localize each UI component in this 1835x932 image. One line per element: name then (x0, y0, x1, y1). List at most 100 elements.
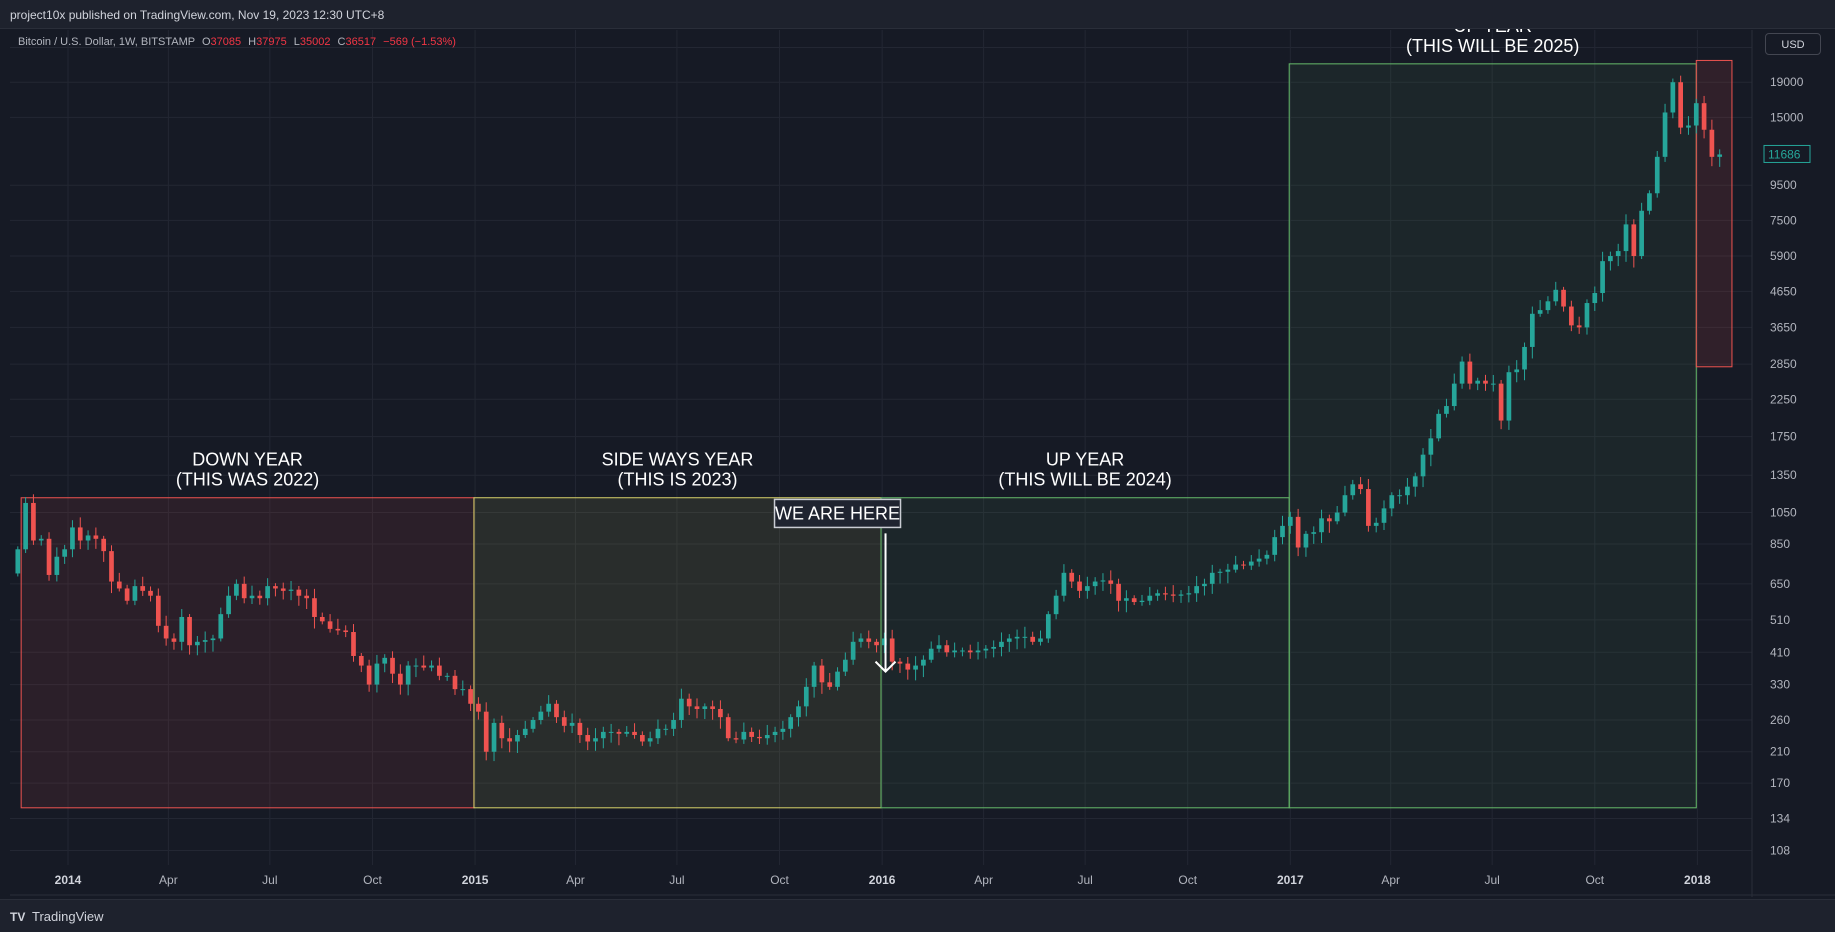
candle-body (1350, 484, 1356, 496)
candle-body (109, 551, 114, 582)
candle-body (921, 659, 926, 666)
publisher-text: project10x published on TradingView.com,… (10, 8, 385, 22)
price-tick-label: 1350 (1770, 468, 1797, 482)
callout-text: WE ARE HERE (775, 503, 900, 523)
candle-body (1397, 495, 1402, 497)
candle-body (62, 549, 67, 557)
candle-body (507, 738, 512, 742)
candle-body (304, 595, 310, 599)
candle-body (288, 589, 294, 591)
price-tick-label: 650 (1770, 577, 1790, 591)
time-tick-label: Jul (262, 873, 277, 887)
candle-body (1038, 638, 1043, 642)
candle-body (975, 650, 981, 653)
candle-body (803, 686, 809, 707)
zone-title-down-year: DOWN YEAR (192, 450, 303, 470)
candle-body (811, 665, 817, 687)
candle-body (1061, 572, 1067, 596)
candle-body (1654, 156, 1660, 194)
candle-body (999, 641, 1004, 647)
candle-body (1584, 303, 1590, 328)
price-tick-label: 1050 (1770, 506, 1797, 520)
candle-body (187, 616, 192, 646)
candle-body (835, 671, 840, 687)
candle-body (1311, 532, 1317, 534)
time-tick-label: Jul (1077, 873, 1092, 887)
currency-button[interactable]: USD (1765, 33, 1821, 55)
candle-body (1631, 224, 1637, 257)
price-tick-label: 410 (1770, 645, 1790, 659)
time-tick-label: Oct (1178, 873, 1197, 887)
candle-body (210, 638, 216, 641)
candle-body (600, 731, 606, 739)
candle-body (23, 502, 28, 550)
price-tick-label: 7500 (1770, 213, 1797, 227)
candle-body (163, 625, 169, 639)
candle-body (265, 586, 270, 599)
candle-body (679, 698, 684, 720)
candle-body (1014, 636, 1020, 639)
candle-body (632, 731, 637, 736)
high-label: H (248, 36, 257, 48)
candle-body (1108, 580, 1114, 584)
candle-body (1217, 571, 1223, 573)
candle-body (1483, 380, 1488, 384)
last-price-badge (1763, 144, 1811, 163)
candle-body (218, 614, 224, 639)
candle-body (257, 595, 263, 599)
candle-body (1412, 476, 1418, 487)
candle-body (928, 648, 934, 660)
candle-body (1233, 564, 1239, 570)
candle-body (874, 641, 879, 646)
candle-body (1006, 638, 1012, 642)
candle-body (1030, 636, 1036, 642)
change-value: −569 (−1.53%) (383, 36, 456, 48)
candle-body (616, 731, 622, 734)
close-label: C (337, 36, 346, 48)
candle-body (663, 728, 669, 730)
candle-body (780, 728, 786, 732)
candle-body (905, 663, 911, 670)
candle-body (725, 717, 731, 739)
candle-body (1194, 586, 1199, 594)
candle-body (1155, 593, 1160, 596)
candle-body (241, 583, 247, 599)
candle-body (1545, 301, 1551, 311)
candle-body (1147, 595, 1153, 601)
candle-body (889, 638, 895, 662)
candle-body (1225, 569, 1231, 572)
open-label: O (201, 36, 211, 48)
candle-body (351, 632, 356, 656)
candle-body (140, 586, 146, 591)
zone-subtitle-up-year-2024: (THIS WILL BE 2024) (998, 470, 1171, 490)
candle-body (1053, 595, 1059, 615)
candle-body (1405, 486, 1410, 496)
candle-body (1327, 518, 1332, 522)
candle-body (1264, 554, 1270, 559)
candle-body (1295, 516, 1301, 548)
candle-body (1537, 310, 1543, 314)
candle-body (530, 719, 536, 729)
candle-body (1366, 489, 1371, 526)
candle-body (757, 736, 762, 739)
candle-body (1670, 82, 1676, 113)
candle-body (1522, 346, 1527, 370)
candle-body (483, 711, 489, 752)
candle-body (1163, 593, 1168, 595)
price-tick-label: 2850 (1770, 357, 1797, 371)
candle-body (944, 645, 950, 653)
candle-body (93, 535, 99, 539)
candle-body (1686, 125, 1691, 128)
candle-body (132, 586, 138, 601)
candle-body (1678, 82, 1684, 128)
candle-body (1045, 614, 1051, 639)
candle-body (452, 675, 458, 690)
candle-body (382, 657, 388, 664)
candle-body (522, 728, 528, 736)
time-tick-label: 2015 (462, 873, 489, 887)
candle-body (1576, 325, 1582, 328)
price-tick-label: 108 (1770, 844, 1790, 858)
price-chart[interactable]: DOWN YEAR(THIS WAS 2022)SIDE WAYS YEAR(T… (0, 29, 1835, 898)
candle-body (733, 738, 739, 740)
candle-body (1709, 129, 1715, 157)
